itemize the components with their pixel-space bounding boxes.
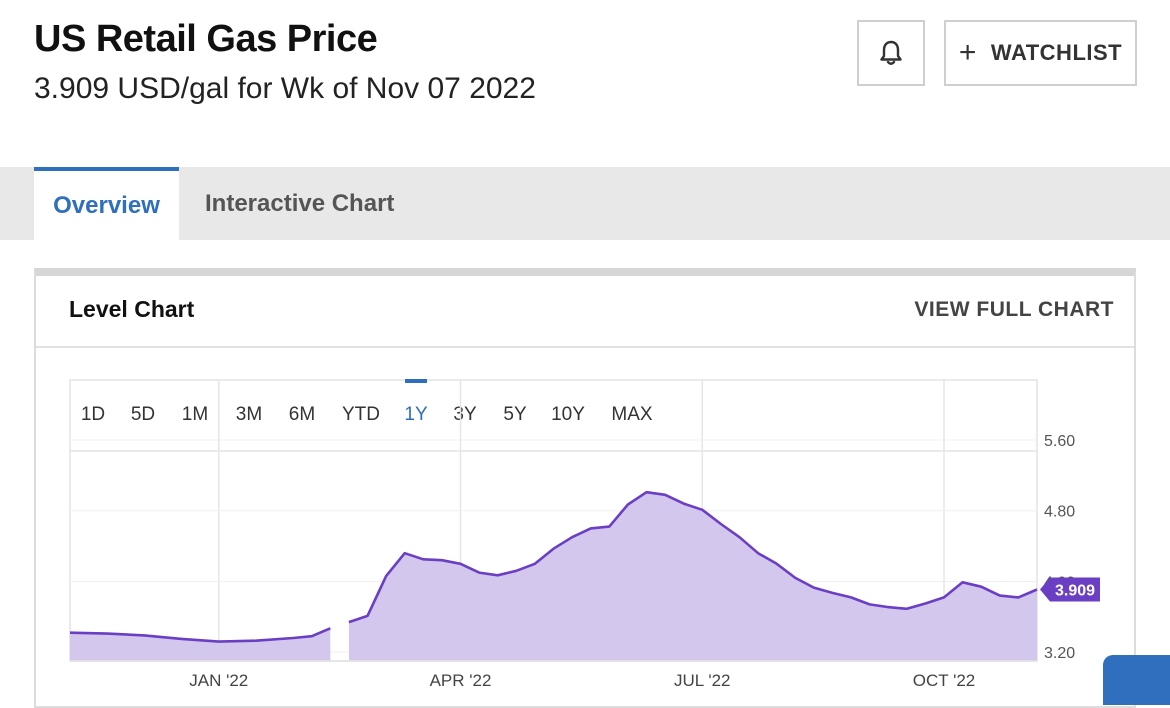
view-full-chart-link[interactable]: VIEW FULL CHART <box>914 298 1114 321</box>
range-button-1y[interactable]: 1Y <box>404 404 428 425</box>
range-active-indicator <box>405 379 427 383</box>
watchlist-label: WATCHLIST <box>990 40 1123 65</box>
series-area-1 <box>348 492 1037 661</box>
feedback-tab[interactable] <box>1103 655 1170 705</box>
price-subtitle: 3.909 USD/gal for Wk of Nov 07 2022 <box>34 72 536 105</box>
series-area-0 <box>70 628 331 661</box>
panel-title: Level Chart <box>69 296 195 322</box>
last-value-label: 3.909 <box>1055 582 1095 599</box>
bell-icon <box>880 40 902 65</box>
plus-icon: + <box>958 36 977 69</box>
x-tick-label: APR '22 <box>430 671 492 687</box>
watchlist-button[interactable]: + WATCHLIST <box>944 20 1137 86</box>
y-tick-label: 3.20 <box>1044 645 1075 662</box>
range-button-3m[interactable]: 3M <box>236 404 262 425</box>
series-line-1 <box>348 490 1038 624</box>
series-line-0 <box>69 627 331 643</box>
tab-bar: Overview Interactive Chart <box>0 167 1170 240</box>
x-tick-label: JUL '22 <box>674 671 730 687</box>
range-button-max[interactable]: MAX <box>611 404 653 425</box>
range-button-6m[interactable]: 6M <box>289 404 315 425</box>
y-tick-label: 4.80 <box>1044 504 1075 521</box>
x-tick-label: JAN '22 <box>189 671 248 687</box>
range-button-1d[interactable]: 1D <box>81 404 105 425</box>
range-button-5d[interactable]: 5D <box>131 404 155 425</box>
alert-button[interactable] <box>857 20 925 86</box>
panel-header: Level Chart VIEW FULL CHART <box>36 276 1134 348</box>
range-button-3y[interactable]: 3Y <box>453 404 477 425</box>
x-tick-label: OCT '22 <box>913 671 975 687</box>
range-button-1m[interactable]: 1M <box>182 404 208 425</box>
last-value-tag <box>1040 577 1100 602</box>
y-tick-label: 5.60 <box>1044 433 1075 450</box>
tab-interactive-chart[interactable]: Interactive Chart <box>205 189 395 217</box>
range-button-10y[interactable]: 10Y <box>551 404 585 425</box>
range-button-ytd[interactable]: YTD <box>342 404 380 425</box>
range-button-5y[interactable]: 5Y <box>503 404 527 425</box>
tab-overview[interactable]: Overview <box>34 167 179 240</box>
page-title: US Retail Gas Price <box>34 18 378 60</box>
